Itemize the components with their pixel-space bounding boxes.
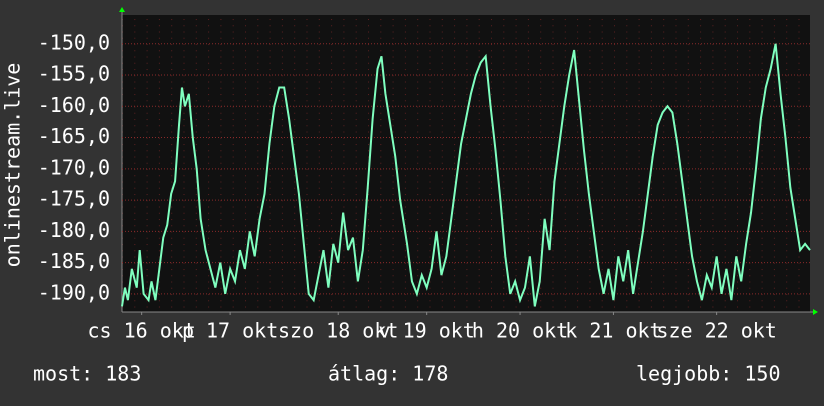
data-line bbox=[121, 43, 811, 307]
x-arrow bbox=[813, 309, 818, 315]
x-tick-label: sze 22 okt bbox=[656, 319, 776, 343]
y-tick-label: -165,0 bbox=[38, 124, 110, 148]
x-tick-label: cs 16 okt bbox=[87, 319, 195, 343]
x-tick-label: p 17 okt bbox=[182, 319, 278, 343]
y-tick-label: -190,0 bbox=[38, 280, 110, 304]
y-tick-label: -175,0 bbox=[38, 187, 110, 211]
y-tick-label: -170,0 bbox=[38, 155, 110, 179]
stat-average: átlag: 178 bbox=[328, 362, 448, 386]
y-tick-label: -180,0 bbox=[38, 218, 110, 242]
y-tick-label: -185,0 bbox=[38, 249, 110, 273]
y-axis-label: onlinestream.live bbox=[1, 63, 25, 268]
x-tick-label: h 20 okt bbox=[472, 319, 568, 343]
x-tick-label: v 19 okt bbox=[379, 319, 475, 343]
y-tick-label: -150,0 bbox=[38, 30, 110, 54]
stat-current: most: 183 bbox=[33, 362, 141, 386]
x-tick-label: szo 18 okt bbox=[278, 319, 398, 343]
minor-grid bbox=[122, 15, 810, 312]
stat-best: legjobb: 150 bbox=[636, 362, 781, 386]
y-arrow bbox=[119, 7, 125, 12]
y-tick-label: -155,0 bbox=[38, 62, 110, 86]
x-tick-label: k 21 okt bbox=[565, 319, 661, 343]
y-tick-label: -160,0 bbox=[38, 93, 110, 117]
